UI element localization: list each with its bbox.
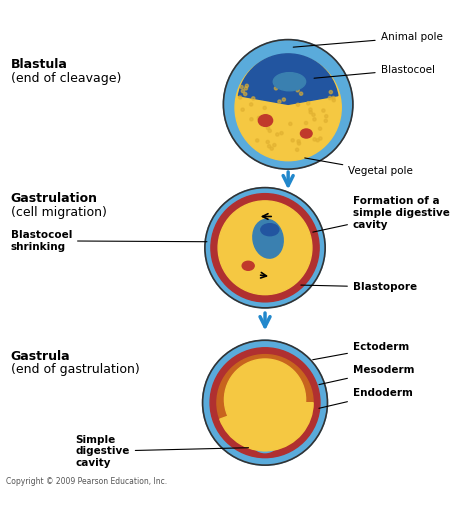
Circle shape (202, 340, 328, 465)
Ellipse shape (242, 261, 254, 270)
Ellipse shape (273, 72, 306, 91)
Circle shape (224, 359, 306, 440)
Circle shape (329, 90, 332, 94)
Ellipse shape (261, 224, 279, 236)
Ellipse shape (258, 115, 273, 126)
Text: Blastocoel: Blastocoel (314, 65, 435, 78)
Text: (cell migration): (cell migration) (10, 206, 107, 219)
Wedge shape (238, 54, 338, 104)
Circle shape (263, 106, 266, 109)
Circle shape (268, 117, 272, 120)
Circle shape (268, 116, 272, 119)
Circle shape (332, 99, 336, 102)
Circle shape (312, 113, 315, 116)
Circle shape (304, 121, 308, 124)
Text: Endoderm: Endoderm (319, 389, 413, 408)
Circle shape (296, 103, 300, 106)
Circle shape (235, 54, 341, 161)
Circle shape (295, 148, 299, 152)
Circle shape (289, 122, 292, 125)
Circle shape (267, 116, 271, 119)
Circle shape (241, 89, 245, 93)
Text: Simple
digestive
cavity: Simple digestive cavity (75, 435, 248, 468)
Circle shape (313, 118, 316, 121)
Circle shape (257, 116, 261, 120)
Circle shape (291, 139, 294, 142)
Circle shape (282, 98, 285, 101)
Circle shape (307, 102, 310, 105)
Text: Vegetal pole: Vegetal pole (305, 158, 413, 176)
Circle shape (245, 84, 248, 87)
Circle shape (268, 129, 272, 133)
Circle shape (278, 100, 281, 103)
Circle shape (300, 92, 303, 95)
Circle shape (231, 363, 300, 432)
Text: Animal pole: Animal pole (293, 32, 443, 47)
Circle shape (211, 194, 319, 302)
Circle shape (309, 108, 312, 111)
Ellipse shape (253, 219, 283, 258)
Wedge shape (220, 402, 313, 451)
Circle shape (319, 137, 322, 140)
Circle shape (296, 88, 299, 92)
Text: Formation of a
simple digestive
cavity: Formation of a simple digestive cavity (313, 196, 450, 232)
Circle shape (280, 132, 283, 135)
Circle shape (241, 108, 244, 112)
Circle shape (309, 111, 312, 114)
Circle shape (240, 85, 243, 88)
Circle shape (332, 96, 335, 100)
Circle shape (328, 96, 331, 100)
Text: Mesoderm: Mesoderm (319, 365, 414, 384)
Circle shape (218, 201, 312, 295)
Circle shape (297, 142, 301, 145)
Text: Blastula: Blastula (10, 58, 67, 71)
Circle shape (250, 103, 253, 106)
Text: Blastocoel
shrinking: Blastocoel shrinking (10, 230, 207, 252)
Text: Gastrula: Gastrula (10, 350, 70, 362)
Text: Gastrulation: Gastrulation (10, 192, 98, 205)
Circle shape (205, 188, 325, 308)
Circle shape (244, 93, 247, 96)
Text: (end of cleavage): (end of cleavage) (10, 72, 121, 85)
Circle shape (313, 138, 316, 141)
Circle shape (244, 87, 247, 90)
Circle shape (217, 355, 313, 451)
Circle shape (223, 40, 353, 169)
Text: Blastopore: Blastopore (301, 282, 417, 292)
Circle shape (238, 96, 242, 99)
Circle shape (252, 97, 255, 100)
Ellipse shape (251, 428, 279, 453)
Ellipse shape (254, 432, 276, 451)
Circle shape (267, 144, 271, 148)
Text: Copyright © 2009 Pearson Education, Inc.: Copyright © 2009 Pearson Education, Inc. (6, 477, 167, 486)
Circle shape (324, 119, 328, 122)
Circle shape (276, 133, 279, 136)
Circle shape (274, 87, 278, 90)
Circle shape (270, 147, 273, 150)
Circle shape (265, 115, 268, 118)
Ellipse shape (301, 129, 312, 138)
Circle shape (297, 140, 300, 143)
Circle shape (210, 348, 320, 457)
Circle shape (273, 143, 276, 146)
Circle shape (316, 139, 319, 142)
Circle shape (266, 140, 269, 143)
Circle shape (319, 127, 322, 130)
Text: Ectoderm: Ectoderm (313, 342, 409, 360)
Circle shape (322, 109, 325, 112)
Text: (end of gastrulation): (end of gastrulation) (10, 363, 139, 376)
Circle shape (325, 115, 328, 118)
Circle shape (250, 118, 253, 121)
Circle shape (266, 126, 270, 130)
Circle shape (255, 139, 259, 142)
